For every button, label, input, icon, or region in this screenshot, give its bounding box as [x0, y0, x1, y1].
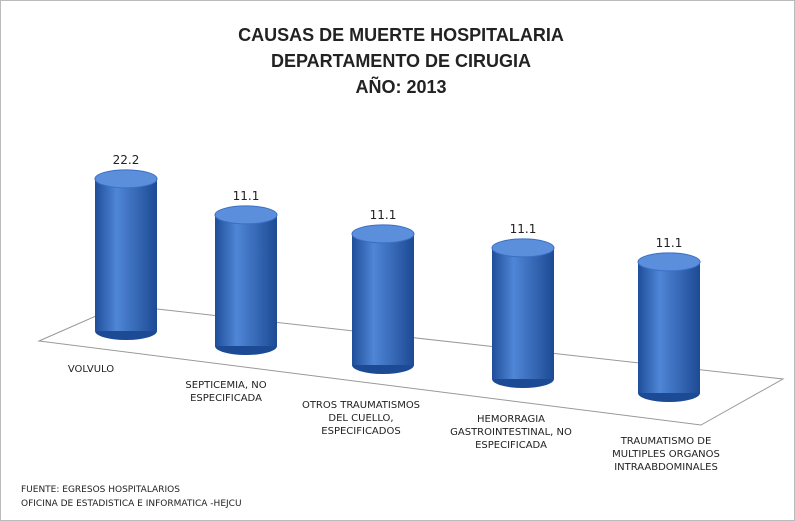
category-label: VOLVULO — [67, 364, 115, 375]
bar-top — [637, 252, 701, 272]
value-label: 11.1 — [370, 208, 397, 222]
bar — [638, 261, 700, 393]
category-label: TRAUMATISMO DE MULTIPLES ORGANOS INTRAAB… — [612, 436, 720, 473]
bar — [215, 214, 277, 346]
source: OFICINA DE ESTADISTICA E INFORMATICA -HE… — [21, 499, 242, 509]
chart-title: AÑO: 2013 — [355, 76, 446, 97]
value-label: 11.1 — [656, 236, 683, 250]
bar-top — [94, 169, 158, 189]
floor — [37, 304, 785, 426]
category-label: OTROS TRAUMATISMOS DEL CUELLO, ESPECIFIC… — [301, 400, 421, 437]
bar-top — [214, 205, 278, 225]
value-label: 22.2 — [113, 153, 140, 167]
category-label: HEMORRAGIA GASTROINTESTINAL, NO ESPECIFI… — [450, 414, 572, 451]
category-label: SEPTICEMIA, NO ESPECIFICADA — [185, 380, 267, 404]
bar — [95, 178, 157, 331]
bar — [492, 247, 554, 379]
value-label: 11.1 — [510, 222, 537, 236]
bar — [352, 233, 414, 365]
value-label: 11.1 — [233, 189, 260, 203]
bar-top — [491, 238, 555, 258]
source: FUENTE: EGRESOS HOSPITALARIOS — [21, 485, 180, 495]
chart-title: DEPARTAMENTO DE CIRUGIA — [271, 51, 531, 71]
chart-title: CAUSAS DE MUERTE HOSPITALARIA — [238, 25, 564, 45]
bar-top — [351, 224, 415, 244]
